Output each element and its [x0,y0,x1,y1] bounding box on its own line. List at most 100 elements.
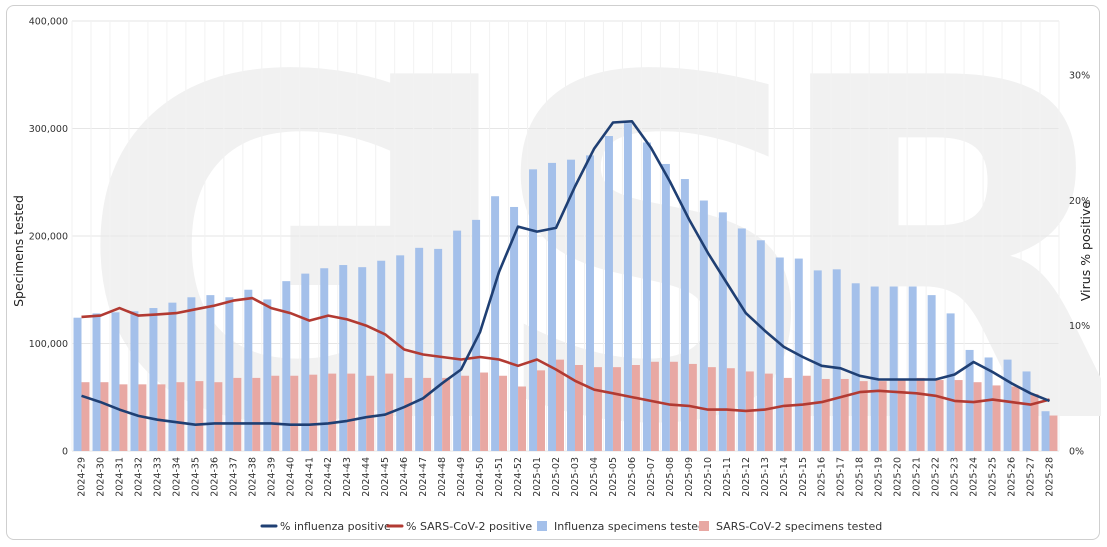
legend-item: % influenza positive [260,520,391,533]
y2-tick-label: 30% [1069,70,1090,81]
influenza-bar [111,312,120,451]
left-axis-ticks: 0 100,000 200,000 300,000 400,000 [29,17,68,458]
sars-cov-2-bar [992,385,1001,451]
influenza-bar [604,136,613,451]
x-tick-label: 2025-17 [836,457,847,497]
influenza-bar [642,142,651,451]
influenza-bar [718,212,727,451]
sars-cov-2-bar [935,380,944,451]
x-tick-label: 2024-37 [228,457,239,497]
x-tick-label: 2025-04 [589,457,600,497]
x-tick-label: 2025-28 [1045,457,1056,497]
influenza-bar [889,286,898,451]
sars-cov-2-bar [214,382,223,451]
legend-swatch [699,521,709,531]
legend: % influenza positive % SARS-CoV-2 positiv… [260,520,882,533]
x-tick-label: 2024-46 [399,457,410,497]
influenza-bar [585,155,594,451]
influenza-bar [301,273,310,451]
sars-cov-2-bar [309,374,318,451]
y2-axis-title: Virus % positive [1078,201,1093,301]
influenza-bar [946,313,955,451]
influenza-bar [130,311,139,451]
x-tick-label: 2024-41 [304,457,315,497]
legend-label: SARS-CoV-2 specimens tested [716,520,882,533]
sars-cov-2-bar [574,365,583,451]
x-tick-label: 2024-49 [456,457,467,497]
influenza-bar [358,267,367,451]
x-tick-label: 2024-43 [342,457,353,497]
right-axis-ticks: 0% 10% 20% 30% [1069,70,1090,457]
x-tick-label: 2025-10 [703,457,714,497]
x-tick-label: 2024-44 [361,457,372,497]
influenza-bar [756,240,765,451]
sars-cov-2-bar [916,377,925,451]
influenza-bar [434,248,443,451]
influenza-bar [1022,371,1031,451]
influenza-bar [282,281,291,451]
x-tick-label: 2024-31 [115,457,126,497]
sars-cov-2-bar [612,367,621,451]
chart-frame: G I S R 0 100,000 200,000 300,000 400,000 0%… [6,5,1101,540]
sars-cov-2-bar [100,382,109,451]
sars-cov-2-bar [290,375,299,451]
x-tick-label: 2024-38 [247,457,258,497]
influenza-bar [567,159,575,452]
influenza-bar [92,313,101,451]
x-tick-label: 2025-09 [684,457,695,497]
influenza-bar [851,283,860,451]
influenza-bar [206,295,215,451]
sars-cov-2-bar [821,378,830,451]
sars-cov-2-bar [442,377,451,451]
sars-cov-2-bar [176,382,185,451]
x-tick-label: 2025-14 [779,457,790,497]
influenza-bar [870,286,879,451]
x-tick-label: 2025-16 [817,457,828,497]
x-tick-label: 2025-02 [551,457,562,497]
influenza-bar [510,206,519,451]
influenza-bar [187,297,196,451]
y-tick-label: 400,000 [29,17,68,28]
x-tick-label: 2025-07 [646,457,657,497]
influenza-bar [1041,411,1050,451]
sars-cov-2-bar [802,375,811,451]
influenza-bar [984,357,993,451]
influenza-bars [73,123,1050,452]
x-tick-label: 2024-36 [209,457,220,497]
sars-cov-2-bar [650,361,659,451]
influenza-bar [965,349,974,451]
influenza-bar [661,163,670,451]
sars-cov-2-bar [878,381,887,451]
influenza-bar [225,297,234,451]
x-tick-label: 2025-05 [608,457,619,497]
y2-tick-label: 10% [1069,321,1090,332]
x-tick-label: 2024-29 [77,457,88,497]
x-tick-label: 2024-51 [494,457,505,497]
legend-item: % SARS-CoV-2 positive [386,520,532,533]
x-tick-label: 2024-35 [190,457,201,497]
x-tick-label: 2024-52 [513,457,524,497]
y-tick-label: 300,000 [29,124,68,135]
sars-cov-2-bar [840,378,849,451]
legend-label: % influenza positive [280,520,391,533]
influenza-bar [396,255,405,451]
x-tick-label: 2025-06 [627,457,638,497]
x-tick-label: 2024-33 [152,457,163,497]
sars-cov-2-bar [593,367,602,451]
sars-cov-2-bar [859,381,868,451]
x-tick-label: 2024-32 [133,457,144,497]
y-axis-title: Specimens tested [11,195,26,307]
x-tick-label: 2025-18 [855,457,866,497]
influenza-bar [680,179,689,451]
sars-cov-2-bar [480,372,489,451]
sars-cov-2-bar [81,382,90,451]
sars-cov-2-positive-line [81,296,1050,413]
influenza-bar [699,200,708,451]
x-tick-label: 2025-19 [874,457,885,497]
x-tick-label: 2024-39 [266,457,277,497]
sars-cov-2-bar [328,373,337,451]
y-tick-label: 0 [62,447,68,458]
sars-cov-2-bar [764,373,773,451]
sars-cov-2-bar [271,375,280,451]
sars-cov-2-bar [404,377,413,451]
